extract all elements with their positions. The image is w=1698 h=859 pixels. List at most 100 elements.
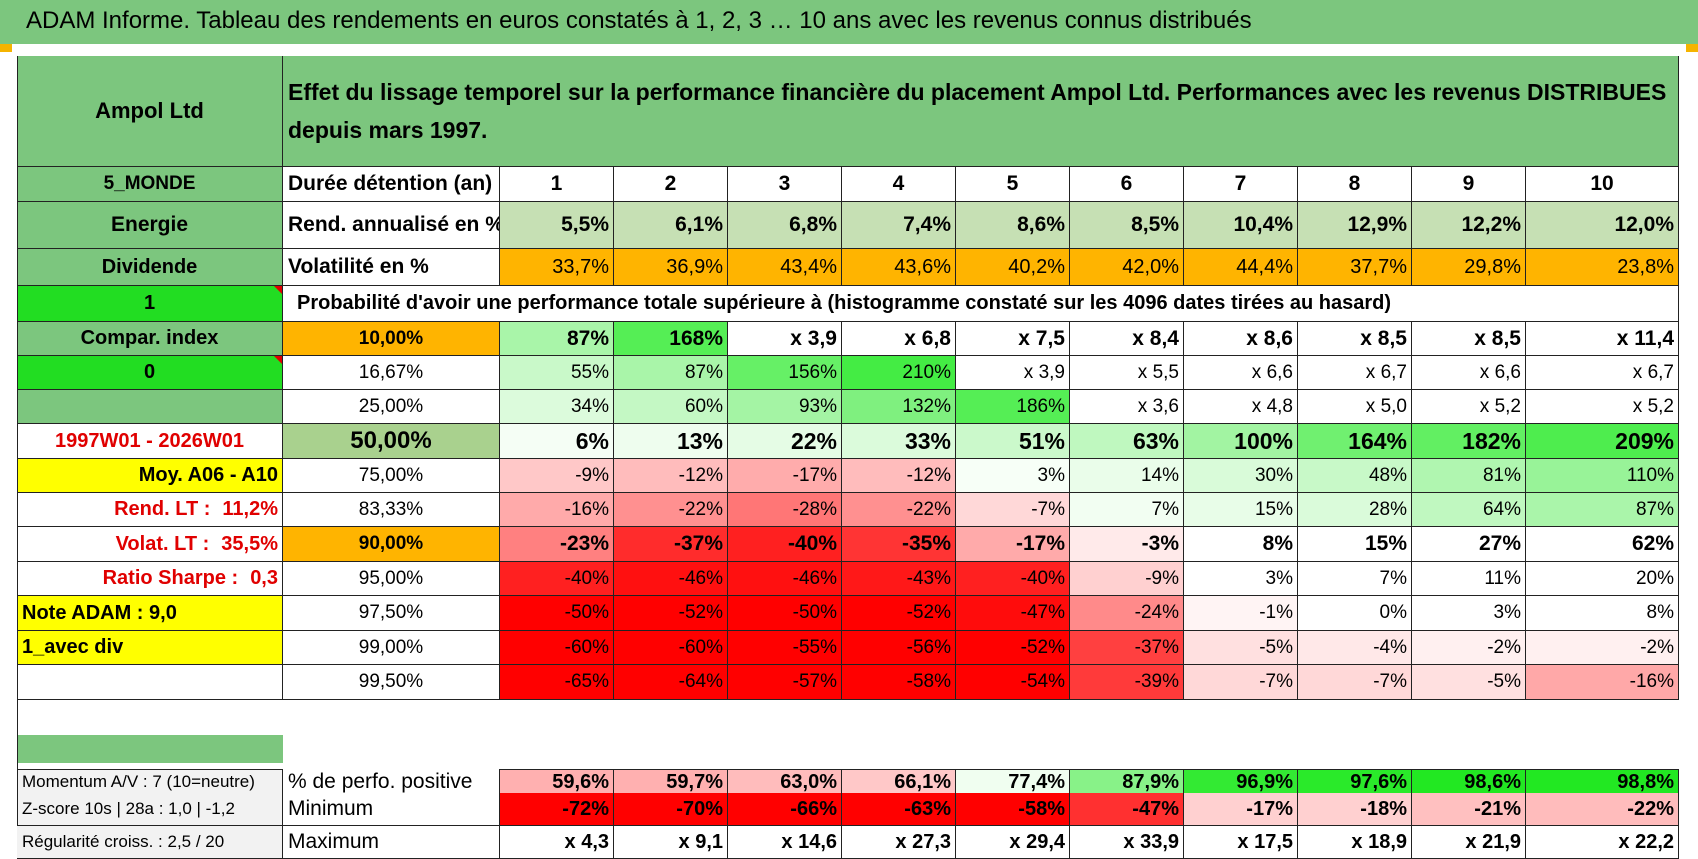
probability-value: 132% (842, 390, 956, 424)
threshold-value: 90,00% (283, 527, 500, 562)
probability-value: 93% (728, 390, 842, 424)
probability-value: 22% (728, 424, 842, 459)
probability-value: -28% (728, 493, 842, 527)
probability-value: 13% (614, 424, 728, 459)
probability-value: -60% (500, 631, 614, 665)
probability-value: -3% (1070, 527, 1184, 562)
probability-value: -7% (1298, 665, 1412, 700)
probability-value: -12% (842, 459, 956, 493)
probability-value: -16% (500, 493, 614, 527)
summary-value: -22% (1526, 793, 1679, 826)
rend-value: 6,8% (728, 202, 842, 249)
probability-value: -37% (614, 527, 728, 562)
probability-value: 110% (1526, 459, 1679, 493)
probability-value: 48% (1298, 459, 1412, 493)
company-name: Ampol Ltd (17, 56, 283, 167)
rend-value: 8,5% (1070, 202, 1184, 249)
momentum-stat: Momentum A/V : 7 (10=neutre) (17, 769, 283, 795)
probability-value: -52% (842, 596, 956, 631)
rend-value: 7,4% (842, 202, 956, 249)
probability-value: x 11,4 (1526, 322, 1679, 356)
momentum-row-label: % de perfo. positive (283, 769, 500, 795)
probability-value: -50% (500, 596, 614, 631)
rend-value: 5,5% (500, 202, 614, 249)
probability-value: x 5,0 (1298, 390, 1412, 424)
sharpe-ratio-value: 0,3 (250, 567, 278, 589)
probability-value: -23% (500, 527, 614, 562)
probability-value: 7% (1070, 493, 1184, 527)
flag-zero: 0 (17, 356, 283, 390)
probability-value: 15% (1184, 493, 1298, 527)
rend-lt-label: Rend. LT : (114, 498, 211, 520)
vol-value: 29,8% (1412, 249, 1526, 286)
sharpe-ratio: Ratio Sharpe : 0,3 (17, 562, 283, 596)
probability-value: 60% (614, 390, 728, 424)
probability-value: x 3,9 (956, 356, 1070, 390)
vol-value: 23,8% (1526, 249, 1679, 286)
vol-value: 42,0% (1070, 249, 1184, 286)
threshold-value: 97,50% (283, 596, 500, 631)
volat-lt-value: 35,5% (221, 532, 278, 555)
probability-value: -37% (1070, 631, 1184, 665)
probability-value: -35% (842, 527, 956, 562)
year-header: 3 (728, 167, 842, 202)
regularity-row-label: Maximum (283, 826, 500, 859)
summary-value: -66% (728, 793, 842, 826)
probability-value: x 8,4 (1070, 322, 1184, 356)
summary-value: -58% (956, 793, 1070, 826)
period-range: 1997W01 - 2026W01 (17, 424, 283, 459)
rend-value: 8,6% (956, 202, 1070, 249)
probability-value: x 8,5 (1412, 322, 1526, 356)
rend-lt: Rend. LT : 11,2% (17, 493, 283, 527)
probability-value: -1% (1184, 596, 1298, 631)
zscore-stat: Z-score 10s | 28a : 1,0 | -1,2 (17, 793, 283, 826)
probability-value: -5% (1184, 631, 1298, 665)
vol-value: 40,2% (956, 249, 1070, 286)
probability-value: 168% (614, 322, 728, 356)
probability-value: -7% (1184, 665, 1298, 700)
probability-value: -43% (842, 562, 956, 596)
summary-value: 63,0% (728, 769, 842, 795)
probability-value: -9% (1070, 562, 1184, 596)
report-title: ADAM Informe. Tableau des rendements en … (26, 7, 1252, 34)
summary-value: x 22,2 (1526, 826, 1679, 859)
threshold-value: 83,33% (283, 493, 500, 527)
probability-value: -55% (728, 631, 842, 665)
vol-value: 37,7% (1298, 249, 1412, 286)
probability-value: 6% (500, 424, 614, 459)
probability-value: x 6,6 (1412, 356, 1526, 390)
vol-value: 43,4% (728, 249, 842, 286)
rend-value: 12,9% (1298, 202, 1412, 249)
probability-value: -7% (956, 493, 1070, 527)
probability-value: x 5,2 (1412, 390, 1526, 424)
flag-one: 1 (17, 286, 283, 322)
year-header: 8 (1298, 167, 1412, 202)
probability-value: 7% (1298, 562, 1412, 596)
summary-value: 59,6% (500, 769, 614, 795)
year-header: 10 (1526, 167, 1679, 202)
probability-value: 210% (842, 356, 956, 390)
probability-value: -50% (728, 596, 842, 631)
threshold-value: 99,50% (283, 665, 500, 700)
probability-value: x 6,6 (1184, 356, 1298, 390)
probability-value: 55% (500, 356, 614, 390)
separator (17, 735, 283, 763)
summary-value: x 14,6 (728, 826, 842, 859)
probability-title: Probabilité d'avoir une performance tota… (283, 286, 1679, 322)
summary-value: x 33,9 (1070, 826, 1184, 859)
probability-value: -5% (1412, 665, 1526, 700)
frame-marker-left (0, 44, 12, 52)
probability-value: 182% (1412, 424, 1526, 459)
probability-value: 8% (1526, 596, 1679, 631)
probability-value: 30% (1184, 459, 1298, 493)
year-header: 9 (1412, 167, 1526, 202)
year-header: 4 (842, 167, 956, 202)
probability-value: 0% (1298, 596, 1412, 631)
summary-value: x 9,1 (614, 826, 728, 859)
probability-value: x 8,6 (1184, 322, 1298, 356)
summary-value: -18% (1298, 793, 1412, 826)
probability-value: x 3,9 (728, 322, 842, 356)
rend-lt-value: 11,2% (222, 498, 278, 520)
summary-value: x 17,5 (1184, 826, 1298, 859)
year-header: 1 (500, 167, 614, 202)
